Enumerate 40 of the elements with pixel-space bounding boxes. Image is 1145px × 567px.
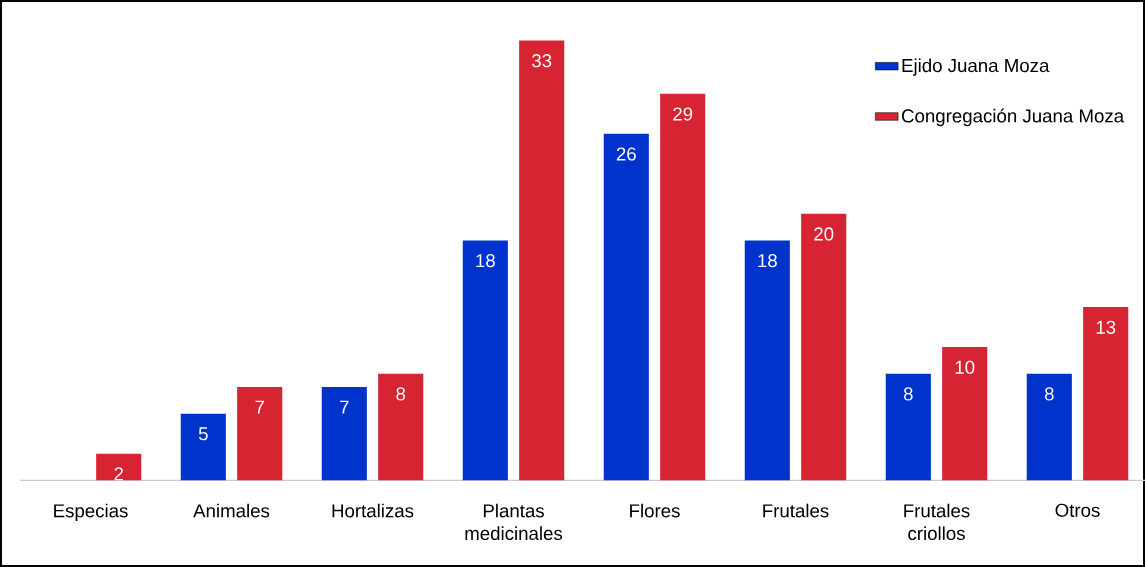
bar	[660, 93, 706, 481]
bar	[1026, 373, 1072, 481]
bar	[519, 40, 565, 481]
bar	[96, 453, 142, 481]
data-label: 8	[396, 387, 406, 401]
data-label: 2	[114, 467, 123, 481]
data-label: 5	[198, 427, 208, 441]
bar	[744, 240, 790, 481]
bar	[321, 387, 367, 481]
x-tick-label: Flores	[630, 503, 680, 518]
bar	[180, 413, 226, 481]
bar	[801, 213, 847, 481]
data-label: 7	[255, 400, 264, 414]
x-tick-label: Frutales	[763, 503, 829, 518]
bar	[885, 373, 931, 481]
data-label: 8	[1044, 387, 1054, 401]
x-tick-label: Frutales criollos	[904, 503, 970, 541]
bar	[462, 240, 508, 481]
data-label: 8	[903, 387, 913, 401]
data-label: 33	[532, 54, 552, 68]
bar	[603, 133, 649, 481]
bar	[237, 387, 283, 481]
data-label: 7	[340, 400, 349, 414]
x-tick-label: Otros	[1055, 503, 1100, 517]
legend-label: Congregación Juana Moza	[901, 108, 1125, 127]
data-label: 10	[955, 360, 975, 374]
data-label: 29	[673, 107, 693, 121]
bar	[1083, 307, 1129, 481]
x-tick-label: Animales	[193, 503, 270, 518]
x-tick-label: Hortalizas	[332, 503, 414, 518]
data-label: 20	[814, 227, 834, 241]
data-label: 18	[758, 254, 777, 268]
x-tick-label: Especias	[54, 503, 128, 522]
bar	[942, 347, 988, 481]
bar	[378, 373, 424, 481]
data-label: 18	[476, 254, 495, 268]
x-tick-label: Plantas medicinales	[465, 503, 563, 541]
data-label: 26	[616, 147, 636, 161]
data-label: 13	[1096, 320, 1116, 334]
legend-label: Ejido Juana Moza	[902, 58, 1050, 76]
